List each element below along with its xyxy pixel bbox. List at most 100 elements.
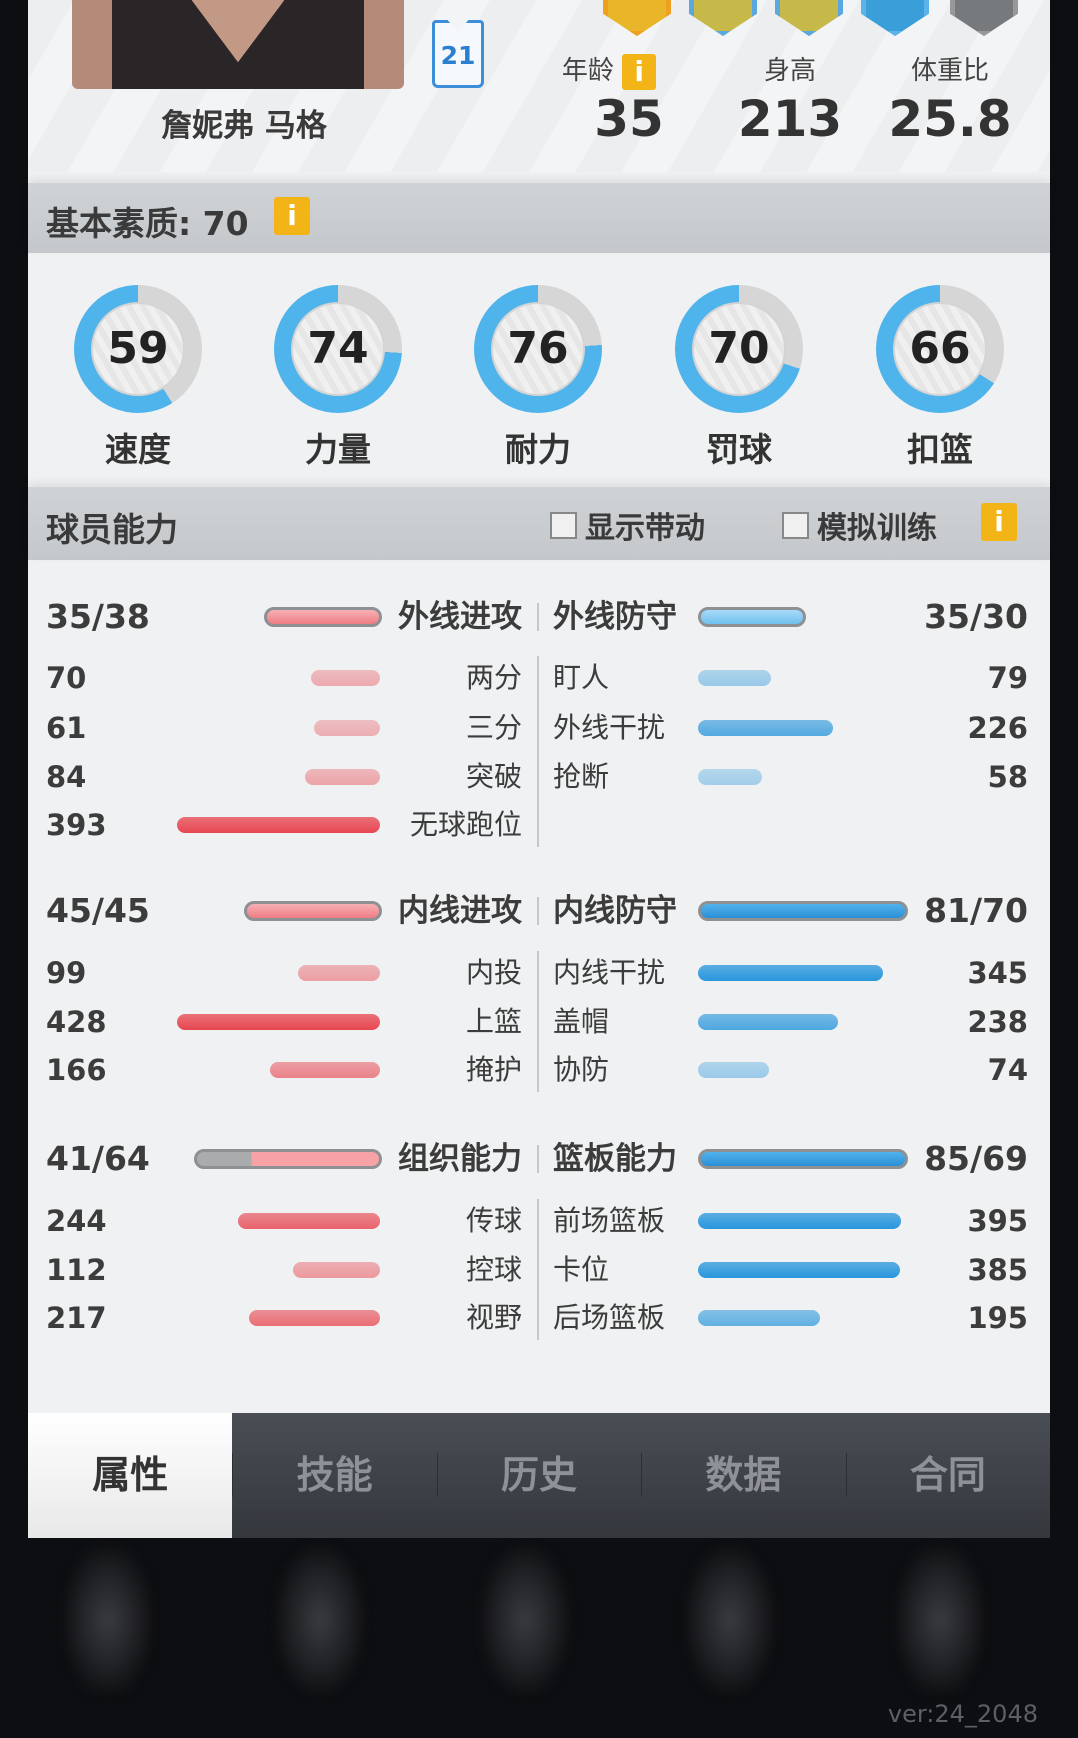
group-left-value: 45/45 [46,891,150,930]
attack-bar [310,670,380,686]
ring-label: 罚球 [706,430,772,469]
stat-label-text: 身高 [763,56,816,86]
group-defense-bar [698,607,806,627]
attack-bar [177,817,380,833]
right-label: 盯人 [553,661,610,694]
attack-bar [314,720,380,736]
tab-合同[interactable]: 合同 [845,1413,1050,1538]
bottom-tab-bar: 属性 技能 历史 数据 合同 [28,1413,1050,1538]
tab-数据[interactable]: 数据 [641,1413,845,1538]
right-value: 395 [967,1204,1028,1238]
ring-value: 66 [893,302,987,396]
right-label: 内线干扰 [553,956,666,989]
group-left-value: 41/64 [46,1139,150,1178]
left-value: 393 [46,808,107,842]
left-value: 244 [46,1204,107,1238]
defense-bar [698,1310,820,1326]
ring-扣篮: 66 [876,285,1004,413]
group-defense-bar [698,901,908,921]
right-value: 238 [967,1005,1028,1039]
sim-training-label: 模拟训练 [817,511,937,546]
right-value: 74 [987,1053,1028,1087]
version-label: ver:24_2048 [887,1700,1038,1728]
defense-bar [698,1014,838,1030]
info-icon[interactable]: i [622,53,657,90]
left-label: 突破 [465,760,522,793]
ring-力量: 74 [274,285,402,413]
group-divider [537,1145,539,1173]
basic-attributes-title: 基本素质: 70 [46,204,249,243]
defense-bar [698,965,883,981]
right-value: 195 [967,1301,1028,1335]
left-value: 70 [46,661,87,695]
ability-row: 244 传球 前场篮板 395 [28,1199,1050,1243]
left-label: 掩护 [465,1053,522,1086]
ring-label: 力量 [305,430,371,469]
right-value: 226 [967,711,1028,745]
group-right-label: 外线防守 [553,599,677,635]
stat-label-text: 体重比 [910,56,989,86]
divider [537,1199,539,1340]
left-value: 166 [46,1053,107,1087]
tab-技能[interactable]: 技能 [232,1413,436,1538]
ring-罚球: 70 [675,285,803,413]
basic-attributes-header: 基本素质: 70 i [28,183,1050,253]
ability-row: 217 视野 后场篮板 195 [28,1296,1050,1340]
ring-value: 70 [692,302,786,396]
jersey-icon[interactable]: 21 [432,20,484,88]
right-value: 79 [987,661,1028,695]
player-portrait [72,0,404,89]
group-left-label: 外线进攻 [398,599,522,635]
show-change-checkbox[interactable]: 显示带动 [550,503,705,547]
ability-group-row: 35/38 外线进攻 外线防守 35/30 [28,595,1050,639]
left-value: 61 [46,711,87,745]
left-label: 内投 [465,956,522,989]
blurred-nav-icon [685,1545,775,1695]
info-icon[interactable]: i [981,503,1017,541]
ability-row: 61 三分 外线干扰 226 [28,706,1050,750]
right-label: 前场篮板 [553,1204,666,1237]
info-icon[interactable]: i [274,197,310,235]
blurred-nav-icon [275,1545,365,1695]
left-label: 上篮 [465,1005,522,1038]
defense-bar [698,720,833,736]
attack-bar [304,769,380,785]
group-right-value: 81/70 [924,891,1028,930]
defense-bar [698,1062,770,1078]
left-value: 84 [46,760,87,794]
attack-bar [270,1062,380,1078]
right-label: 协防 [553,1053,610,1086]
checkbox-icon[interactable] [782,511,809,539]
player-ability-title: 球员能力 [46,510,178,549]
tab-历史[interactable]: 历史 [436,1413,641,1538]
right-label: 外线干扰 [553,711,666,744]
player-name: 詹妮弗 马格 [161,108,327,144]
left-label: 三分 [465,711,522,744]
group-divider [537,897,539,925]
right-label: 抢断 [553,760,610,793]
left-label: 控球 [465,1253,522,1286]
group-attack-bar [194,1149,382,1169]
ring-label: 速度 [105,430,171,469]
stat-label: 年龄 i [534,50,684,90]
checkbox-icon[interactable] [550,511,577,539]
blurred-nav-icon [895,1545,985,1695]
ring-耐力: 76 [474,285,602,413]
left-label: 视野 [465,1301,522,1334]
attack-bar [177,1014,380,1030]
left-value: 428 [46,1005,107,1039]
tab-属性[interactable]: 属性 [28,1413,233,1538]
ring-value: 74 [291,302,385,396]
show-change-label: 显示带动 [585,511,705,546]
ring-label: 扣篮 [907,430,973,469]
sim-training-checkbox[interactable]: 模拟训练 [782,503,937,547]
right-label: 后场篮板 [553,1301,666,1334]
defense-bar [698,769,763,785]
ring-value: 59 [91,302,185,396]
stat-label: 身高 [715,50,865,87]
ability-row: 166 掩护 协防 74 [28,1048,1050,1092]
right-label: 盖帽 [553,1005,610,1038]
ability-row: 99 内投 内线干扰 345 [28,951,1050,995]
right-value: 345 [967,956,1028,990]
group-defense-bar [698,1149,908,1169]
